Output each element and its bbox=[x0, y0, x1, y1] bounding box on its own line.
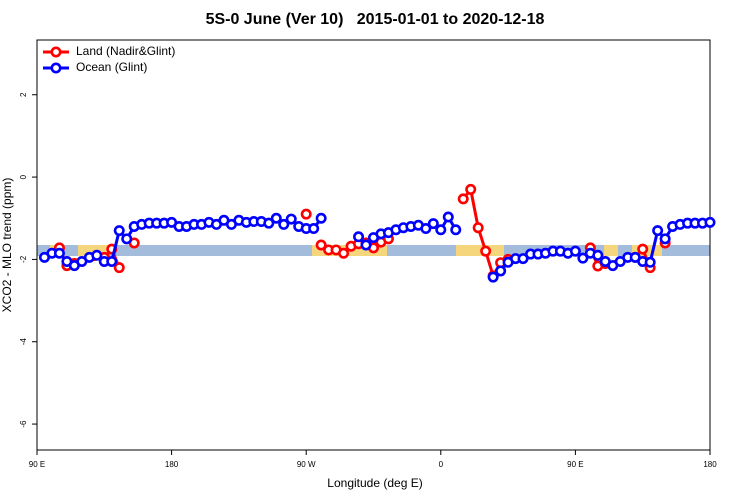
y-tick-label: -4 bbox=[19, 338, 28, 346]
point bbox=[480, 245, 492, 257]
point bbox=[106, 255, 118, 267]
point bbox=[263, 217, 275, 229]
x-tick-label: 180 bbox=[165, 460, 179, 469]
plot-frame bbox=[36, 39, 711, 451]
point bbox=[315, 239, 327, 251]
x-tick-label: 180 bbox=[703, 460, 717, 469]
point bbox=[659, 233, 671, 245]
y-tick-label: 2 bbox=[19, 92, 28, 97]
legend-marker bbox=[50, 62, 62, 74]
point bbox=[113, 225, 125, 237]
point bbox=[338, 247, 350, 259]
y-axis-label: XCO2 - MLO trend (ppm) bbox=[0, 178, 14, 313]
point bbox=[315, 212, 327, 224]
y-tick-label: 0 bbox=[19, 174, 28, 179]
point bbox=[577, 252, 589, 264]
legend-label: Ocean (Glint) bbox=[76, 60, 147, 74]
series-line bbox=[59, 189, 665, 275]
x-tick-label: 90 E bbox=[567, 460, 583, 469]
land-patch bbox=[78, 245, 108, 256]
point bbox=[457, 193, 469, 205]
point bbox=[495, 265, 507, 277]
legend-marker bbox=[50, 46, 62, 58]
point bbox=[278, 218, 290, 230]
point bbox=[420, 223, 432, 235]
point bbox=[592, 249, 604, 261]
x-tick-label: 90 W bbox=[297, 460, 316, 469]
y-tick-label: -2 bbox=[19, 255, 28, 263]
legend-label: Land (Nadir&Glint) bbox=[76, 44, 175, 58]
point bbox=[360, 239, 372, 251]
point bbox=[121, 233, 133, 245]
x-tick-label: 90 E bbox=[29, 460, 45, 469]
land-patch bbox=[604, 245, 618, 256]
point bbox=[308, 223, 320, 235]
point bbox=[644, 256, 656, 268]
point bbox=[442, 211, 454, 223]
point bbox=[435, 224, 447, 236]
point bbox=[285, 213, 297, 225]
point bbox=[569, 245, 581, 257]
point bbox=[427, 218, 439, 230]
point bbox=[450, 224, 462, 236]
chart-title: 5S-0 June (Ver 10) 2015-01-01 to 2020-12… bbox=[206, 11, 545, 28]
point bbox=[300, 208, 312, 220]
point bbox=[353, 231, 365, 243]
point bbox=[517, 253, 529, 265]
point bbox=[91, 249, 103, 261]
point bbox=[53, 247, 65, 259]
point bbox=[652, 225, 664, 237]
x-axis-label: Longitude (deg E) bbox=[327, 476, 422, 490]
point bbox=[113, 262, 125, 274]
land-patch bbox=[456, 245, 504, 256]
point bbox=[270, 212, 282, 224]
point bbox=[487, 271, 499, 283]
point bbox=[465, 183, 477, 195]
point bbox=[704, 216, 716, 228]
point bbox=[472, 222, 484, 234]
y-tick-label: -6 bbox=[19, 420, 28, 428]
point bbox=[637, 243, 649, 255]
x-tick-label: 0 bbox=[439, 460, 444, 469]
